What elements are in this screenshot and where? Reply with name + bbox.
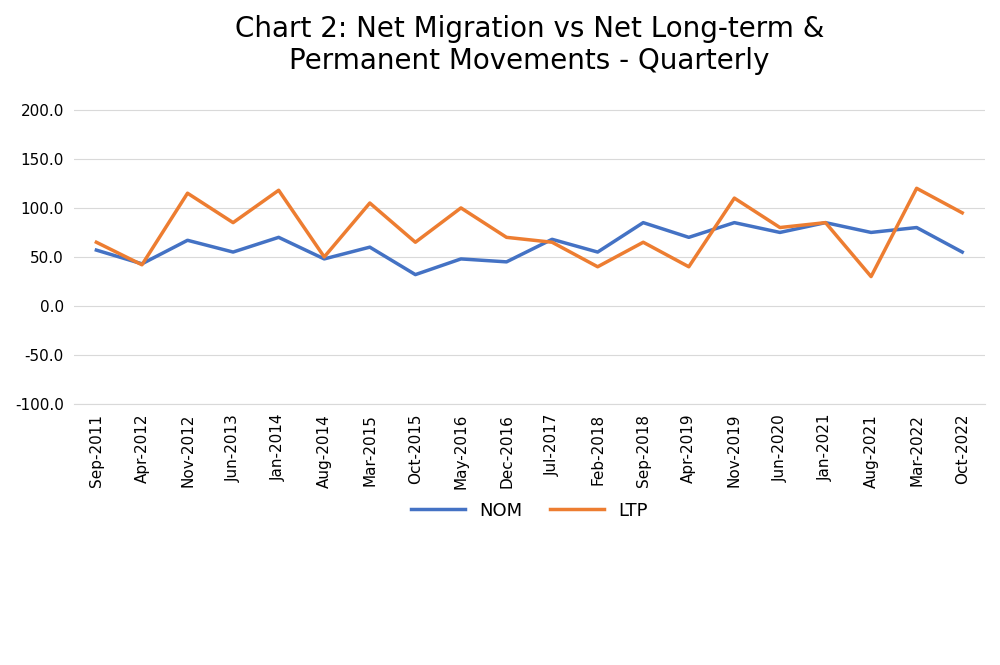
LTP: [318, 253, 330, 261]
NOM: [273, 233, 285, 241]
Line: NOM: NOM: [96, 223, 962, 275]
NOM: [364, 243, 376, 251]
NOM: [956, 248, 968, 256]
NOM: [911, 223, 923, 231]
LTP: [364, 199, 376, 207]
NOM: [227, 248, 239, 256]
LTP: [728, 194, 740, 202]
NOM: [592, 248, 604, 256]
LTP: [273, 186, 285, 194]
NOM: [90, 246, 102, 254]
NOM: [728, 219, 740, 227]
NOM: [865, 229, 877, 237]
Line: LTP: LTP: [96, 188, 962, 277]
NOM: [637, 219, 649, 227]
LTP: [546, 238, 558, 246]
LTP: [455, 204, 467, 212]
LTP: [637, 238, 649, 246]
NOM: [546, 235, 558, 243]
LTP: [409, 238, 421, 246]
NOM: [318, 255, 330, 263]
LTP: [90, 238, 102, 246]
LTP: [774, 223, 786, 231]
LTP: [820, 219, 832, 227]
Legend: NOM, LTP: NOM, LTP: [404, 494, 655, 527]
NOM: [774, 229, 786, 237]
NOM: [820, 219, 832, 227]
LTP: [956, 209, 968, 217]
NOM: [501, 258, 513, 266]
LTP: [865, 273, 877, 281]
Title: Chart 2: Net Migration vs Net Long-term &
Permanent Movements - Quarterly: Chart 2: Net Migration vs Net Long-term …: [235, 15, 824, 75]
NOM: [136, 260, 148, 268]
LTP: [501, 233, 513, 241]
NOM: [182, 236, 194, 244]
NOM: [409, 271, 421, 279]
NOM: [683, 233, 695, 241]
LTP: [136, 261, 148, 269]
LTP: [592, 263, 604, 271]
NOM: [455, 255, 467, 263]
LTP: [227, 219, 239, 227]
LTP: [911, 184, 923, 192]
LTP: [683, 263, 695, 271]
LTP: [182, 190, 194, 198]
